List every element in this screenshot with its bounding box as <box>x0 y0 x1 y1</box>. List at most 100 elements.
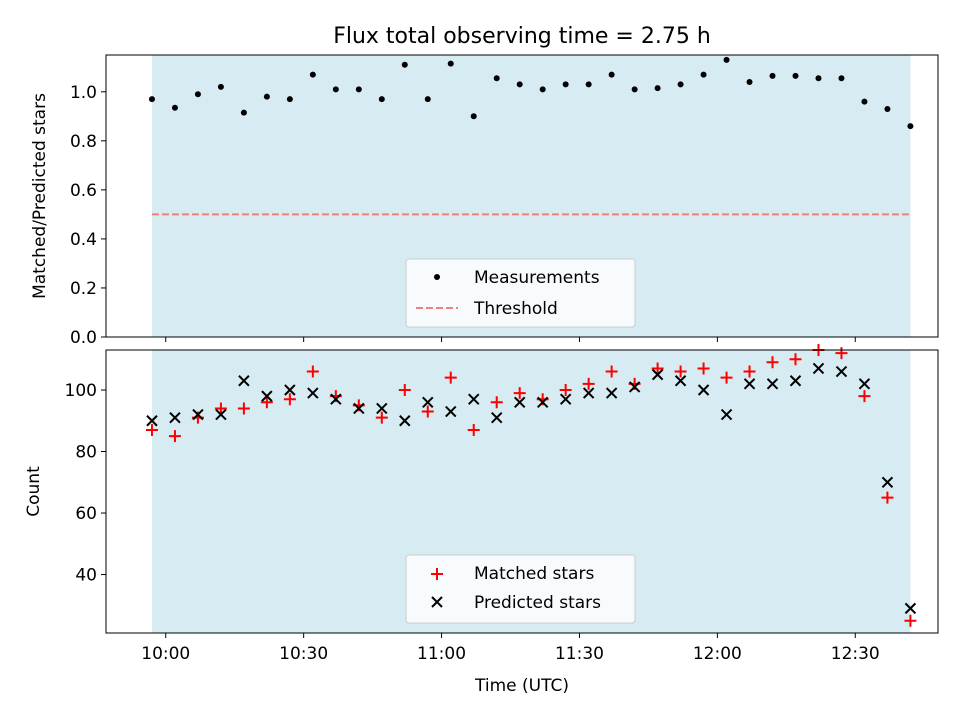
top-legend-box <box>405 258 636 328</box>
measurement-point <box>631 86 638 93</box>
measurement-point <box>240 109 247 116</box>
predicted-star-point <box>330 393 342 405</box>
predicted-star-point <box>628 381 641 393</box>
top-x-ticks <box>165 337 856 342</box>
matched-star-point <box>674 365 687 378</box>
y-tick-label: 60 <box>75 504 97 524</box>
bottom-axes-frame <box>105 349 939 634</box>
predicted-star-point <box>904 602 917 615</box>
y-tick-label: 0.2 <box>70 279 97 299</box>
top-y-axis-label: Matched/Predicted stars <box>30 93 50 299</box>
y-tick-label: 0.0 <box>70 328 97 348</box>
measurement-point <box>677 81 684 88</box>
measurement-point <box>861 98 868 105</box>
predicted-star-point <box>651 368 664 381</box>
matched-star-point <box>743 365 756 378</box>
matched-star-point <box>421 405 434 418</box>
legend-predicted-marker <box>431 596 443 608</box>
matched-star-point <box>651 362 664 375</box>
matched-star-point <box>306 365 319 378</box>
x-tick-label: 12:30 <box>831 644 880 664</box>
predicted-star-point <box>559 393 572 405</box>
measurement-point <box>608 71 615 78</box>
matched-star-point <box>237 402 250 415</box>
matched-star-point <box>766 356 779 369</box>
y-tick-label: 40 <box>75 566 97 586</box>
y-tick-label: 1.0 <box>70 83 97 103</box>
y-tick-label: 0.8 <box>70 132 97 152</box>
top-legend: Measurements Threshold <box>405 258 636 328</box>
predicted-star-point <box>697 384 710 396</box>
matched-star-point <box>513 387 526 400</box>
predicted-star-point <box>513 396 526 409</box>
measurement-point <box>355 86 362 93</box>
measurement-point <box>493 75 500 82</box>
predicted-star-point <box>261 390 273 402</box>
measurement-point <box>792 72 799 79</box>
predicted-star-point <box>399 415 411 427</box>
predicted-star-point <box>605 387 618 399</box>
y-tick-label: 80 <box>75 443 97 463</box>
bottom-y-ticks: 40 60 80 100 <box>65 381 106 586</box>
matched-star-point <box>697 362 710 375</box>
measurement-point <box>217 83 224 90</box>
predicted-star-point <box>536 396 549 409</box>
measurement-point <box>907 123 914 130</box>
predicted-star-point <box>674 375 687 387</box>
measurement-point <box>562 81 569 88</box>
predicted-star-point <box>353 402 365 415</box>
chart-title: Flux total observing time = 2.75 h <box>333 24 711 49</box>
matched-star-point <box>835 347 848 360</box>
matched-stars-points <box>145 344 917 627</box>
predicted-star-point <box>720 408 733 421</box>
measurement-point <box>516 81 523 88</box>
x-tick-label: 10:30 <box>279 644 328 664</box>
measurement-points <box>148 56 914 130</box>
measurement-point <box>539 86 546 93</box>
predicted-star-point <box>307 387 319 399</box>
matched-star-point <box>789 353 802 366</box>
matched-star-point <box>398 383 411 396</box>
x-axis-label: Time (UTC) <box>474 676 569 696</box>
x-tick-label: 11:00 <box>417 644 466 664</box>
matched-star-point <box>559 383 572 396</box>
measurement-point <box>401 61 408 68</box>
measurement-point <box>700 71 707 78</box>
matched-star-point <box>145 423 158 436</box>
matched-star-point <box>214 402 227 415</box>
predicted-star-point <box>582 387 595 399</box>
matched-star-point <box>881 491 894 504</box>
matched-star-point <box>283 393 296 406</box>
x-tick-label: 11:30 <box>555 644 604 664</box>
count-panel: 40 60 80 100 10:00 10:30 11:00 11:30 12:00 12:30… <box>24 344 939 696</box>
predicted-star-point <box>491 411 503 424</box>
predicted-star-point <box>743 378 756 390</box>
bottom-y-axis-label: Count <box>24 466 44 517</box>
predicted-stars-points <box>146 362 917 615</box>
measurement-point <box>332 86 339 93</box>
bottom-legend-box <box>405 554 636 624</box>
measurement-point <box>723 56 730 63</box>
predicted-star-point <box>284 384 296 396</box>
top-axes-frame <box>105 54 939 338</box>
measurement-point <box>309 71 316 78</box>
legend-matched-label: Matched stars <box>474 564 594 584</box>
legend-measurements-marker <box>434 274 440 280</box>
predicted-star-point <box>376 402 388 415</box>
y-tick-label: 0.4 <box>70 230 97 250</box>
predicted-star-point <box>238 375 250 387</box>
measurement-point <box>286 96 293 103</box>
measurement-point <box>378 96 385 103</box>
legend-matched-marker <box>431 568 443 580</box>
measurement-point <box>838 75 845 82</box>
predicted-star-point <box>445 405 457 418</box>
measurement-point <box>263 93 270 100</box>
legend-measurements-label: Measurements <box>474 268 600 288</box>
x-tick-label: 12:00 <box>693 644 742 664</box>
bottom-x-ticks: 10:00 10:30 11:00 11:30 12:00 12:30 <box>141 633 880 664</box>
predicted-star-point <box>215 408 227 421</box>
predicted-star-point <box>812 362 825 375</box>
predicted-star-point <box>789 375 802 387</box>
matched-star-point <box>375 411 388 424</box>
